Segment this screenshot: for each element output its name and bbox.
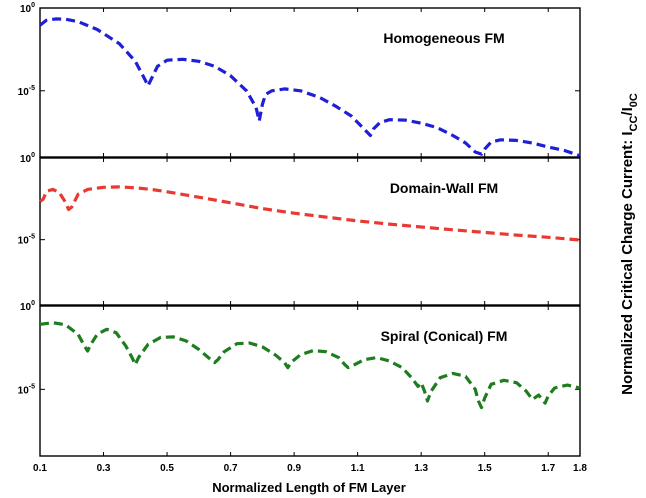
y-tick-label: 100 (20, 152, 35, 165)
x-tick-label: 1.3 (414, 463, 428, 474)
y-tick-label: 100 (20, 300, 35, 313)
panel-title: Domain-Wall FM (390, 180, 498, 196)
panel-spiral: 100 10-5 Spiral (Conical) FM (18, 300, 581, 457)
y-axis-label-main: Normalized Critical Charge Current: I (619, 131, 636, 394)
panel-title: Spiral (Conical) FM (381, 328, 508, 344)
x-axis: 0.1 0.3 0.5 0.7 0.9 1.1 1.3 1.5 1.7 1.8 (33, 463, 587, 474)
x-tick-label: 0.1 (33, 463, 47, 474)
panel-title: Homogeneous FM (383, 30, 504, 46)
y-tick-label: 10-5 (18, 234, 35, 247)
x-tick-label: 0.7 (224, 463, 238, 474)
x-tick-label: 0.5 (160, 463, 174, 474)
y-axis-label-sub-cc: CC (628, 116, 640, 132)
y-axis-label-sub-0c: 0C (628, 93, 640, 107)
series-line-spiral (39, 321, 581, 410)
series-line-domain-wall (39, 185, 581, 242)
panel-frame (39, 305, 581, 457)
svg-text:Normalized Critical Charge Cur: Normalized Critical Charge Current: ICC/… (619, 93, 640, 395)
x-tick-label: 0.9 (287, 463, 301, 474)
panel-homogeneous: 100 10-5 Homogeneous FM (18, 2, 581, 158)
x-tick-label: 1.5 (478, 463, 492, 474)
x-tick-label: 1.7 (541, 463, 555, 474)
series-line-homogeneous (39, 17, 581, 158)
panel-domain-wall: 100 10-5 Domain-Wall FM (18, 152, 581, 306)
x-tick-label: 1.8 (573, 463, 587, 474)
panel-frame (39, 7, 581, 158)
y-tick-label: 10-5 (18, 383, 35, 396)
y-axis-label-sep: /I (619, 107, 636, 115)
x-tick-label: 1.1 (351, 463, 365, 474)
y-tick-label: 10-5 (18, 85, 35, 98)
x-axis-label: Normalized Length of FM Layer (212, 480, 406, 495)
y-tick-label: 100 (20, 2, 35, 15)
x-tick-label: 0.3 (97, 463, 111, 474)
panel-frame (39, 157, 581, 306)
y-axis-label: Normalized Critical Charge Current: ICC/… (619, 93, 640, 395)
